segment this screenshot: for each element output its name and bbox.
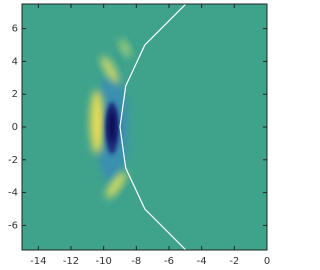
field [90,39,132,199]
y-tick-label: 0 [12,122,18,133]
x-tick-label: -12 [63,256,79,267]
x-tick-label: 0 [264,256,270,267]
x-tick-label: -8 [131,256,141,267]
field-positive [100,55,120,85]
y-tick-label: -4 [8,188,18,199]
y-tick-label: 6 [12,24,18,35]
y-tick-label: -6 [8,220,18,231]
x-tick-label: -6 [164,256,174,267]
x-tick-label: -14 [30,256,46,267]
y-tick-label: 2 [12,89,18,100]
chart: -14 -12 -10 -8 -6 -4 -2 0 -6 -4 -2 0 2 4 6 [8,3,270,267]
field-positive [105,171,127,199]
x-tick-label: -2 [229,256,239,267]
x-tick-label: -10 [95,256,111,267]
field-positive [90,90,104,154]
field-negative [108,110,116,142]
y-tick-label: -2 [8,155,18,166]
curve [119,4,187,250]
y-tick-label: 4 [12,56,18,67]
x-tick-label: -4 [197,256,207,267]
plot-background [22,4,267,250]
marks [119,4,187,250]
field-positive [118,39,132,57]
